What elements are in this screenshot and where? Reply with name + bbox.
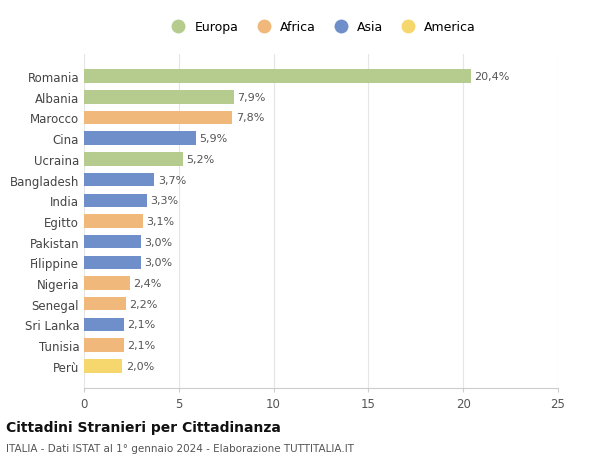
Legend: Europa, Africa, Asia, America: Europa, Africa, Asia, America (166, 22, 476, 34)
Text: 2,4%: 2,4% (133, 279, 161, 288)
Bar (84, 112, 232, 125)
Bar (84, 194, 146, 207)
Text: 2,0%: 2,0% (126, 361, 154, 371)
Bar (84, 70, 471, 84)
Text: 3,3%: 3,3% (151, 196, 178, 206)
Text: ITALIA - Dati ISTAT al 1° gennaio 2024 - Elaborazione TUTTITALIA.IT: ITALIA - Dati ISTAT al 1° gennaio 2024 -… (6, 443, 354, 453)
Bar (84, 91, 234, 104)
Bar (84, 277, 130, 290)
Text: 2,1%: 2,1% (128, 341, 156, 350)
Bar (84, 235, 141, 249)
Bar (84, 132, 196, 146)
Bar (84, 297, 126, 311)
Bar (84, 339, 124, 352)
Text: 2,1%: 2,1% (128, 320, 156, 330)
Text: 7,9%: 7,9% (238, 93, 266, 102)
Text: 2,2%: 2,2% (130, 299, 158, 309)
Bar (84, 215, 143, 228)
Bar (84, 359, 122, 373)
Text: 20,4%: 20,4% (475, 72, 510, 82)
Text: Cittadini Stranieri per Cittadinanza: Cittadini Stranieri per Cittadinanza (6, 420, 281, 434)
Text: 5,9%: 5,9% (200, 134, 228, 144)
Text: 3,0%: 3,0% (145, 237, 173, 247)
Bar (84, 318, 124, 331)
Bar (84, 174, 154, 187)
Text: 5,2%: 5,2% (187, 155, 215, 164)
Text: 3,7%: 3,7% (158, 175, 186, 185)
Text: 7,8%: 7,8% (236, 113, 264, 123)
Bar (84, 153, 182, 166)
Bar (84, 256, 141, 269)
Text: 3,0%: 3,0% (145, 258, 173, 268)
Text: 3,1%: 3,1% (146, 217, 175, 226)
